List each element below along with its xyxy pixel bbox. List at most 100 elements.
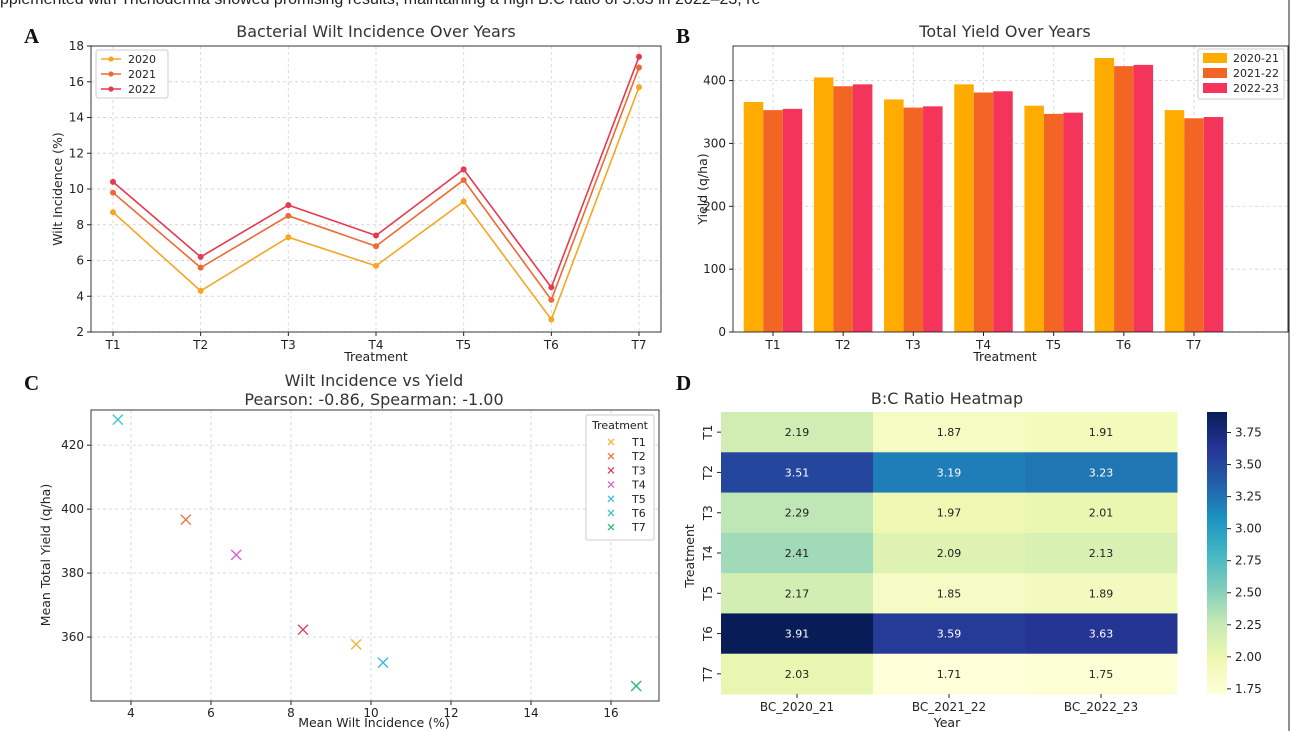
- heatmap-cell-T6-BC_2022_23: [1025, 613, 1178, 655]
- cell-value-label: 2.29: [785, 507, 810, 520]
- heatmap-cell-T3-BC_2020_21: [721, 492, 874, 534]
- bar-2020-21-T2: [813, 77, 834, 332]
- legend-marker: [607, 452, 615, 460]
- heatmap-cell-T6-BC_2021_22: [873, 613, 1026, 655]
- scatter-point-T2: [180, 514, 192, 526]
- plot-frame: [90, 409, 660, 702]
- panel-letter-d: D: [676, 371, 691, 395]
- data-point-2022: [548, 284, 555, 291]
- data-point-2020: [373, 262, 379, 269]
- heatmap-cell-T2-BC_2020_21: [721, 452, 874, 494]
- data-point-2021: [636, 64, 642, 71]
- marker-stroke: [607, 509, 615, 517]
- y-tick-label: 12: [69, 146, 84, 160]
- legend-label: T2: [631, 450, 646, 463]
- legend-marker: [607, 438, 615, 446]
- data-point-2022: [110, 178, 116, 185]
- chart-title: Wilt Incidence vs Yield: [285, 371, 464, 390]
- y-tick-label: 4: [76, 289, 84, 303]
- chart-title: Bacterial Wilt Incidence Over Years: [236, 22, 516, 41]
- legend-marker: [108, 56, 114, 62]
- scatter-point-T4: [230, 549, 242, 561]
- y-tick-label: T5: [701, 586, 715, 602]
- panel-letter-c: C: [24, 371, 39, 395]
- marker-stroke: [607, 438, 615, 446]
- data-point-2021: [110, 189, 116, 196]
- bar-2021-22-T3: [903, 107, 924, 332]
- legend-label: 2020: [128, 53, 156, 66]
- x-tick-label: T3: [280, 338, 296, 352]
- bar-2021-22-T4: [973, 92, 994, 332]
- heatmap-cell-T1-BC_2021_22: [873, 412, 1026, 453]
- legend-marker: [607, 509, 615, 517]
- data-point-2021: [197, 264, 204, 271]
- colorbar-tick-label: 2.25: [1235, 618, 1262, 632]
- x-tick-label: 14: [523, 706, 538, 720]
- x-tick-label: T3: [905, 338, 921, 352]
- heatmap-cell-T7-BC_2020_21: [721, 653, 874, 695]
- y-tick-label: 0: [718, 325, 726, 339]
- x-tick-label: 6: [207, 706, 215, 720]
- colorbar-tick-label: 1.75: [1235, 682, 1262, 696]
- heatmap-cell-T5-BC_2020_21: [721, 573, 874, 614]
- x-tick-label: T5: [455, 338, 471, 352]
- bar-2022-23-T5: [1063, 112, 1083, 332]
- legend-marker: [607, 481, 615, 489]
- legend: 2020 2021 2022: [95, 49, 169, 99]
- data-point-2020: [548, 316, 555, 323]
- colorbar-tick-label: 2.75: [1235, 554, 1262, 568]
- legend-box: [95, 49, 169, 99]
- y-tick-label: T4: [701, 546, 715, 562]
- y-tick-label: 6: [76, 254, 84, 268]
- y-tick-label: T1: [701, 425, 715, 441]
- colorbar-tick-label: 2.50: [1235, 586, 1262, 600]
- panel-letter-b: B: [676, 24, 690, 48]
- x-axis-label: Treatment: [343, 349, 408, 364]
- x-tick-label: 16: [603, 706, 618, 720]
- heatmap-cell-T1-BC_2020_21: [721, 412, 874, 453]
- legend-label: 2021-22: [1233, 67, 1279, 80]
- y-tick-label: 16: [69, 75, 84, 89]
- scatter-point-T7: [630, 680, 642, 692]
- x-tick-label: 10: [363, 706, 378, 720]
- y-tick-label: T2: [701, 465, 715, 481]
- heatmap-cell-T4-BC_2022_23: [1025, 532, 1178, 574]
- heatmap-cell-T2-BC_2022_23: [1025, 452, 1178, 494]
- legend-label: T5: [631, 493, 646, 506]
- legend-label: 2022: [128, 83, 156, 96]
- data-point-2022: [460, 166, 467, 173]
- marker-stroke: [297, 624, 309, 636]
- bar-2022-23-T4: [993, 91, 1013, 332]
- legend-label: T4: [631, 479, 646, 492]
- y-tick-label: T6: [701, 626, 715, 642]
- cell-value-label: 1.91: [1089, 426, 1114, 439]
- y-tick-label: 10: [69, 182, 84, 196]
- legend-marker: [607, 495, 615, 503]
- legend-swatch: [1203, 68, 1227, 78]
- marker-stroke: [230, 549, 242, 561]
- x-tick-label: T7: [631, 338, 647, 352]
- bar-2020-21-T4: [954, 84, 974, 332]
- legend-marker: [108, 86, 114, 92]
- legend-title: Treatment: [591, 419, 649, 432]
- legend-label: 2022-23: [1233, 82, 1279, 95]
- data-point-2020: [110, 209, 116, 216]
- bar-2021-22-T6: [1114, 66, 1134, 332]
- heatmap-cell-T3-BC_2022_23: [1025, 492, 1178, 534]
- bar-2021-22-T7: [1184, 118, 1204, 333]
- marker-stroke: [607, 466, 615, 474]
- x-tick-label: T7: [1186, 338, 1202, 352]
- chart-title: Total Yield Over Years: [918, 22, 1090, 41]
- cell-value-label: 2.41: [785, 547, 810, 560]
- legend-marker: [607, 523, 615, 531]
- panel-letter-a: A: [24, 24, 40, 48]
- cell-value-label: 1.89: [1089, 587, 1114, 600]
- legend-label: T3: [631, 464, 646, 477]
- x-tick-label: BC_2020_21: [760, 700, 834, 714]
- y-axis-label: Treatment: [682, 524, 697, 589]
- chart-subtitle: Pearson: -0.86, Spearman: -1.00: [244, 390, 503, 409]
- cell-value-label: 2.01: [1089, 507, 1114, 520]
- cell-value-label: 1.71: [937, 668, 962, 681]
- legend: 2020-21 2021-22 2022-23: [1197, 48, 1285, 100]
- marker-stroke: [377, 657, 389, 669]
